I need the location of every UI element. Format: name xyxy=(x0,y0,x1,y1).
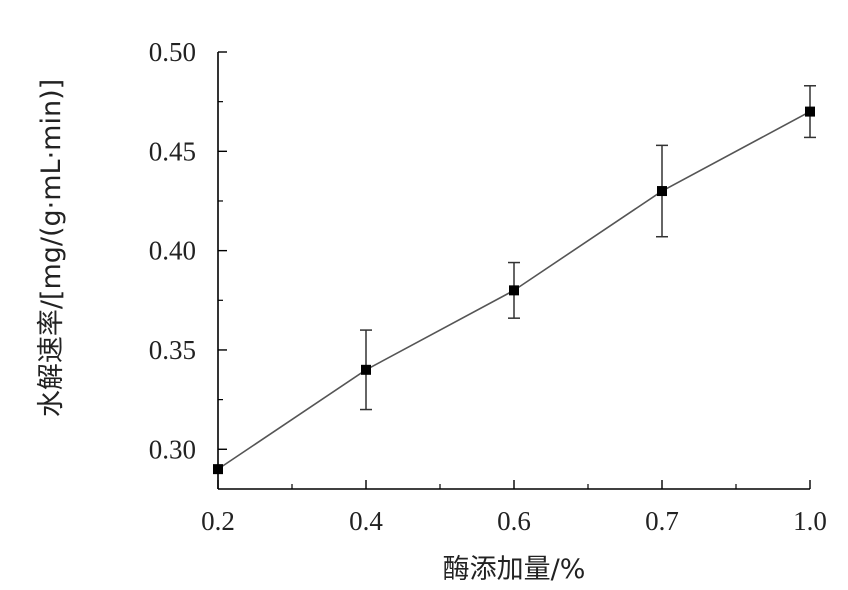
x-tick-label: 0.2 xyxy=(201,506,235,536)
y-tick-label: 0.35 xyxy=(149,335,196,365)
y-tick-label: 0.50 xyxy=(149,37,196,67)
y-tick-labels: 0.30 0.35 0.40 0.45 0.50 xyxy=(149,37,196,464)
x-tick-labels: 0.2 0.4 0.6 0.7 1.0 xyxy=(201,506,827,536)
data-point xyxy=(657,186,667,197)
x-axis-title: 酶添加量/% xyxy=(443,554,586,585)
x-tick-label: 0.7 xyxy=(645,506,679,536)
y-tick-label: 0.30 xyxy=(149,434,196,464)
y-tick-label: 0.45 xyxy=(149,136,196,166)
series xyxy=(213,85,816,475)
data-point xyxy=(509,285,519,296)
x-tick-label: 0.4 xyxy=(349,506,383,536)
x-tick-label: 1.0 xyxy=(793,506,827,536)
y-axis-title: 水解速率/[mg/(g·mL·min)] xyxy=(36,79,67,417)
data-point xyxy=(361,364,371,375)
x-tick-label: 0.6 xyxy=(497,506,531,536)
y-tick-label: 0.40 xyxy=(149,236,196,266)
data-point xyxy=(213,464,223,475)
data-point xyxy=(805,106,815,117)
axes xyxy=(217,51,811,490)
